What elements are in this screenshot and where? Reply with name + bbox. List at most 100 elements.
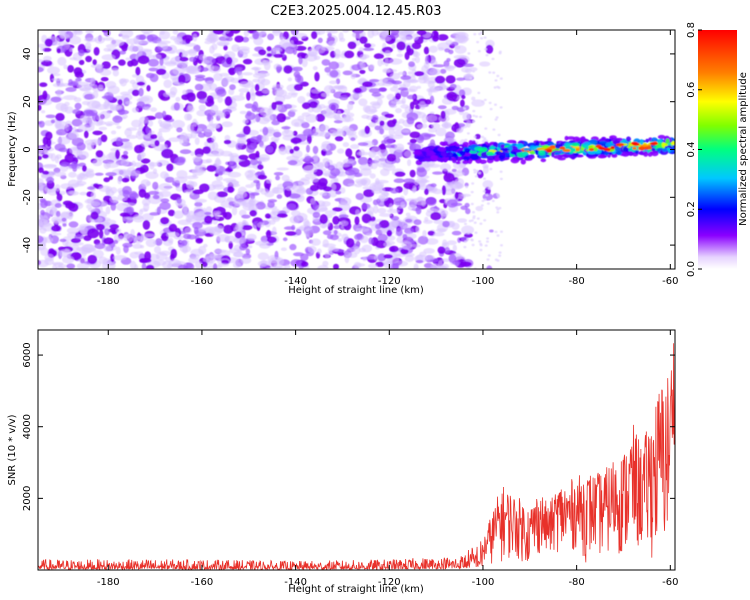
heatmap-cell bbox=[198, 227, 207, 232]
heatmap-cell bbox=[109, 223, 119, 230]
heatmap-cell bbox=[305, 53, 318, 62]
heatmap-cell bbox=[232, 262, 241, 269]
heatmap-cell bbox=[75, 77, 82, 82]
heatmap-cell bbox=[371, 146, 381, 155]
heatmap-cell bbox=[203, 243, 208, 248]
heatmap-cell bbox=[408, 79, 418, 83]
heatmap-cell bbox=[289, 148, 295, 154]
heatmap-cell bbox=[368, 237, 374, 245]
heatmap-cell bbox=[377, 163, 386, 168]
heatmap-cell bbox=[587, 150, 597, 155]
heatmap-cell bbox=[86, 204, 92, 210]
colorbar-tick-label: 0.6 bbox=[686, 82, 697, 98]
heatmap-cell bbox=[494, 79, 498, 82]
snr-frame bbox=[37, 329, 676, 571]
heatmap-cell bbox=[484, 127, 488, 130]
heatmap-cell bbox=[179, 136, 193, 140]
heatmap-cell bbox=[64, 106, 74, 114]
heatmap-cell bbox=[481, 100, 484, 103]
heatmap-cell bbox=[413, 219, 422, 226]
heatmap-cell bbox=[61, 217, 67, 222]
heatmap-cell bbox=[579, 137, 586, 140]
heatmap-cell bbox=[433, 31, 439, 38]
heatmap-cell bbox=[349, 93, 360, 102]
heatmap-cell bbox=[361, 213, 372, 224]
heatmap-cell bbox=[217, 88, 226, 92]
heatmap-cell bbox=[228, 67, 236, 76]
heatmap-cell bbox=[465, 185, 469, 189]
heatmap-cell bbox=[489, 107, 493, 111]
heatmap-cell bbox=[176, 197, 182, 204]
heatmap-cell bbox=[575, 138, 580, 141]
heatmap-cell bbox=[405, 212, 411, 217]
heatmap-cell bbox=[276, 66, 282, 71]
heatmap-cell bbox=[184, 227, 193, 234]
heatmap-cell bbox=[242, 72, 253, 76]
heatmap-cell bbox=[293, 146, 300, 152]
heatmap-cell bbox=[121, 44, 128, 52]
heatmap-cell bbox=[54, 203, 62, 208]
heatmap-cell bbox=[453, 171, 465, 177]
heatmap-cell bbox=[489, 167, 493, 171]
heatmap-cell bbox=[228, 241, 233, 250]
heatmap-cell bbox=[198, 245, 207, 255]
heatmap-cell bbox=[423, 133, 436, 138]
heatmap-cell bbox=[242, 58, 253, 65]
heatmap-cell bbox=[256, 222, 265, 228]
heatmap-cell bbox=[265, 213, 271, 219]
x-tick-label: -180 bbox=[97, 577, 120, 588]
heatmap-cell bbox=[223, 211, 232, 220]
heatmap-cell bbox=[194, 198, 207, 203]
heatmap-cell bbox=[486, 151, 494, 156]
heatmap-cell bbox=[319, 192, 328, 196]
heatmap-cell bbox=[665, 138, 670, 144]
heatmap-cell bbox=[469, 150, 478, 154]
heatmap-cell bbox=[192, 189, 204, 195]
heatmap-cell bbox=[400, 36, 413, 41]
heatmap-cell bbox=[154, 47, 164, 52]
heatmap-cell bbox=[479, 159, 487, 165]
heatmap-cell bbox=[105, 95, 113, 101]
heatmap-cell bbox=[222, 108, 233, 114]
heatmap-cell bbox=[476, 40, 480, 44]
heatmap-cell bbox=[355, 209, 360, 216]
heatmap-cell bbox=[56, 48, 61, 54]
heatmap-cell bbox=[63, 95, 77, 101]
heatmap-cell bbox=[409, 131, 421, 139]
heatmap-cell bbox=[377, 253, 387, 262]
heatmap-cell bbox=[529, 145, 536, 151]
heatmap-cell bbox=[272, 226, 277, 235]
heatmap-cell bbox=[354, 263, 366, 267]
heatmap-cell bbox=[415, 156, 425, 160]
heatmap-cell bbox=[294, 32, 308, 39]
heatmap-cell bbox=[165, 176, 175, 183]
heatmap-cell bbox=[212, 30, 224, 35]
heatmap-cell bbox=[194, 65, 201, 72]
heatmap-cell bbox=[233, 252, 244, 258]
heatmap-cell bbox=[322, 108, 333, 117]
heatmap-cell bbox=[67, 126, 74, 131]
heatmap-cell bbox=[69, 191, 77, 195]
heatmap-cell bbox=[159, 201, 171, 210]
heatmap-cell bbox=[341, 233, 349, 241]
heatmap-cell bbox=[329, 69, 339, 78]
heatmap-cell bbox=[469, 77, 473, 80]
heatmap-cell bbox=[352, 30, 366, 39]
heatmap-cell bbox=[332, 207, 343, 212]
heatmap-cell bbox=[495, 116, 499, 119]
heatmap-cell bbox=[622, 146, 629, 152]
heatmap-cell bbox=[389, 245, 399, 253]
heatmap-cell bbox=[483, 137, 487, 140]
heatmap-cell bbox=[163, 92, 170, 97]
heatmap-cell bbox=[453, 54, 467, 60]
heatmap-cell bbox=[42, 170, 50, 175]
heatmap-cell bbox=[74, 234, 85, 240]
heatmap-cell bbox=[294, 122, 300, 127]
heatmap-cell bbox=[465, 122, 469, 126]
heatmap-cell bbox=[148, 190, 160, 195]
heatmap-cell bbox=[103, 101, 111, 110]
heatmap-cell bbox=[66, 210, 74, 216]
heatmap-cell bbox=[258, 71, 270, 77]
heatmap-cell bbox=[327, 164, 335, 171]
heatmap-cell bbox=[118, 78, 125, 85]
